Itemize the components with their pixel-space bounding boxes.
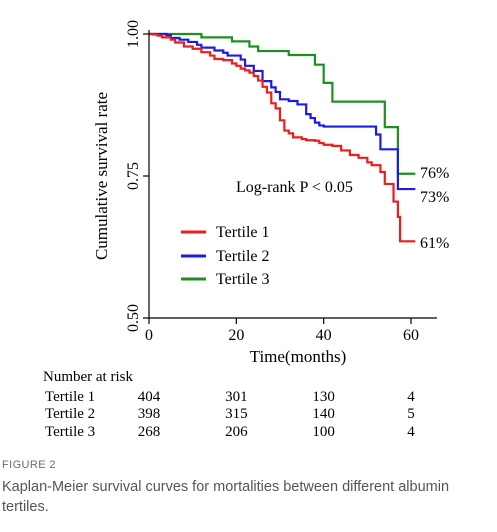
logrank-annotation: Log-rank P < 0.05 — [236, 179, 353, 196]
risk-cell: 5 — [407, 406, 415, 422]
y-tick-label: 1.00 — [125, 20, 142, 48]
risk-row-label: Tertile 2 — [45, 406, 96, 422]
plot-area — [149, 32, 416, 243]
axes: 0.50 0.75 1.00 0 20 40 60 — [125, 20, 437, 344]
x-tick-label: 40 — [316, 327, 332, 344]
legend-label-tertile-2: Tertile 2 — [216, 248, 270, 265]
risk-cell: 398 — [137, 406, 161, 422]
series-line-tertile-3 — [149, 32, 416, 175]
km-chart: 0.50 0.75 1.00 0 20 40 60 Cumulative survival … — [92, 20, 449, 366]
x-tick-label: 60 — [403, 327, 419, 344]
legend: Tertile 1 Tertile 2 Tertile 3 — [181, 224, 270, 288]
risk-cell: 301 — [225, 389, 248, 405]
y-tick-label: 0.75 — [125, 162, 142, 190]
figure-label: FIGURE 2 — [2, 459, 56, 471]
series-line-tertile-1 — [149, 32, 416, 243]
end-label-tertile-3: 76% — [420, 165, 449, 182]
risk-row-label: Tertile 1 — [45, 389, 96, 405]
end-label-tertile-2: 73% — [420, 189, 449, 206]
figure-caption: Kaplan-Meier survival curves for mortali… — [2, 479, 450, 515]
risk-cell: 4 — [407, 424, 415, 440]
risk-cell: 4 — [407, 389, 415, 405]
risk-cell: 130 — [312, 389, 335, 405]
risk-cell: 206 — [225, 424, 248, 440]
risk-cell: 100 — [312, 424, 335, 440]
legend-label-tertile-3: Tertile 3 — [216, 271, 270, 288]
x-axis-label: Time(months) — [250, 347, 347, 366]
risk-cell: 404 — [137, 389, 161, 405]
risk-cell: 268 — [137, 424, 161, 440]
risk-table-title: Number at risk — [43, 369, 133, 385]
x-tick-label: 0 — [145, 327, 153, 344]
series-line-tertile-2 — [149, 32, 416, 191]
y-axis-label: Cumulative survival rate — [92, 92, 111, 260]
end-labels: 61% 73% 76% — [420, 165, 449, 252]
x-tick-label: 20 — [228, 327, 244, 344]
legend-label-tertile-1: Tertile 1 — [216, 224, 270, 241]
end-label-tertile-1: 61% — [420, 235, 449, 252]
risk-row-label: Tertile 3 — [45, 424, 96, 440]
y-tick-label: 0.50 — [125, 304, 142, 332]
risk-cell: 140 — [312, 406, 335, 422]
risk-cell: 315 — [225, 406, 248, 422]
